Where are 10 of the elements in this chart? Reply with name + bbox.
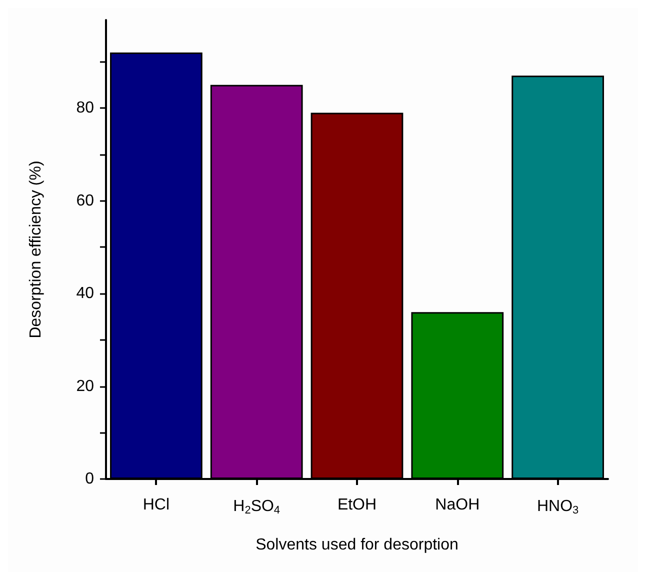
y-tick-label: 40 (76, 285, 94, 302)
x-tick-label: NaOH (435, 496, 480, 514)
x-tick-label: EtOH (337, 496, 377, 514)
x-tick-label: HCl (142, 496, 170, 514)
y-tick-label: 80 (76, 100, 94, 117)
y-tick-label: 0 (85, 470, 94, 488)
y-tick-label: 20 (76, 378, 94, 395)
y-axis-title: Desorption efficiency (%) (28, 160, 44, 338)
y-tick-label: 60 (76, 192, 94, 210)
x-axis-title: Solvents used for desorption (256, 536, 458, 554)
